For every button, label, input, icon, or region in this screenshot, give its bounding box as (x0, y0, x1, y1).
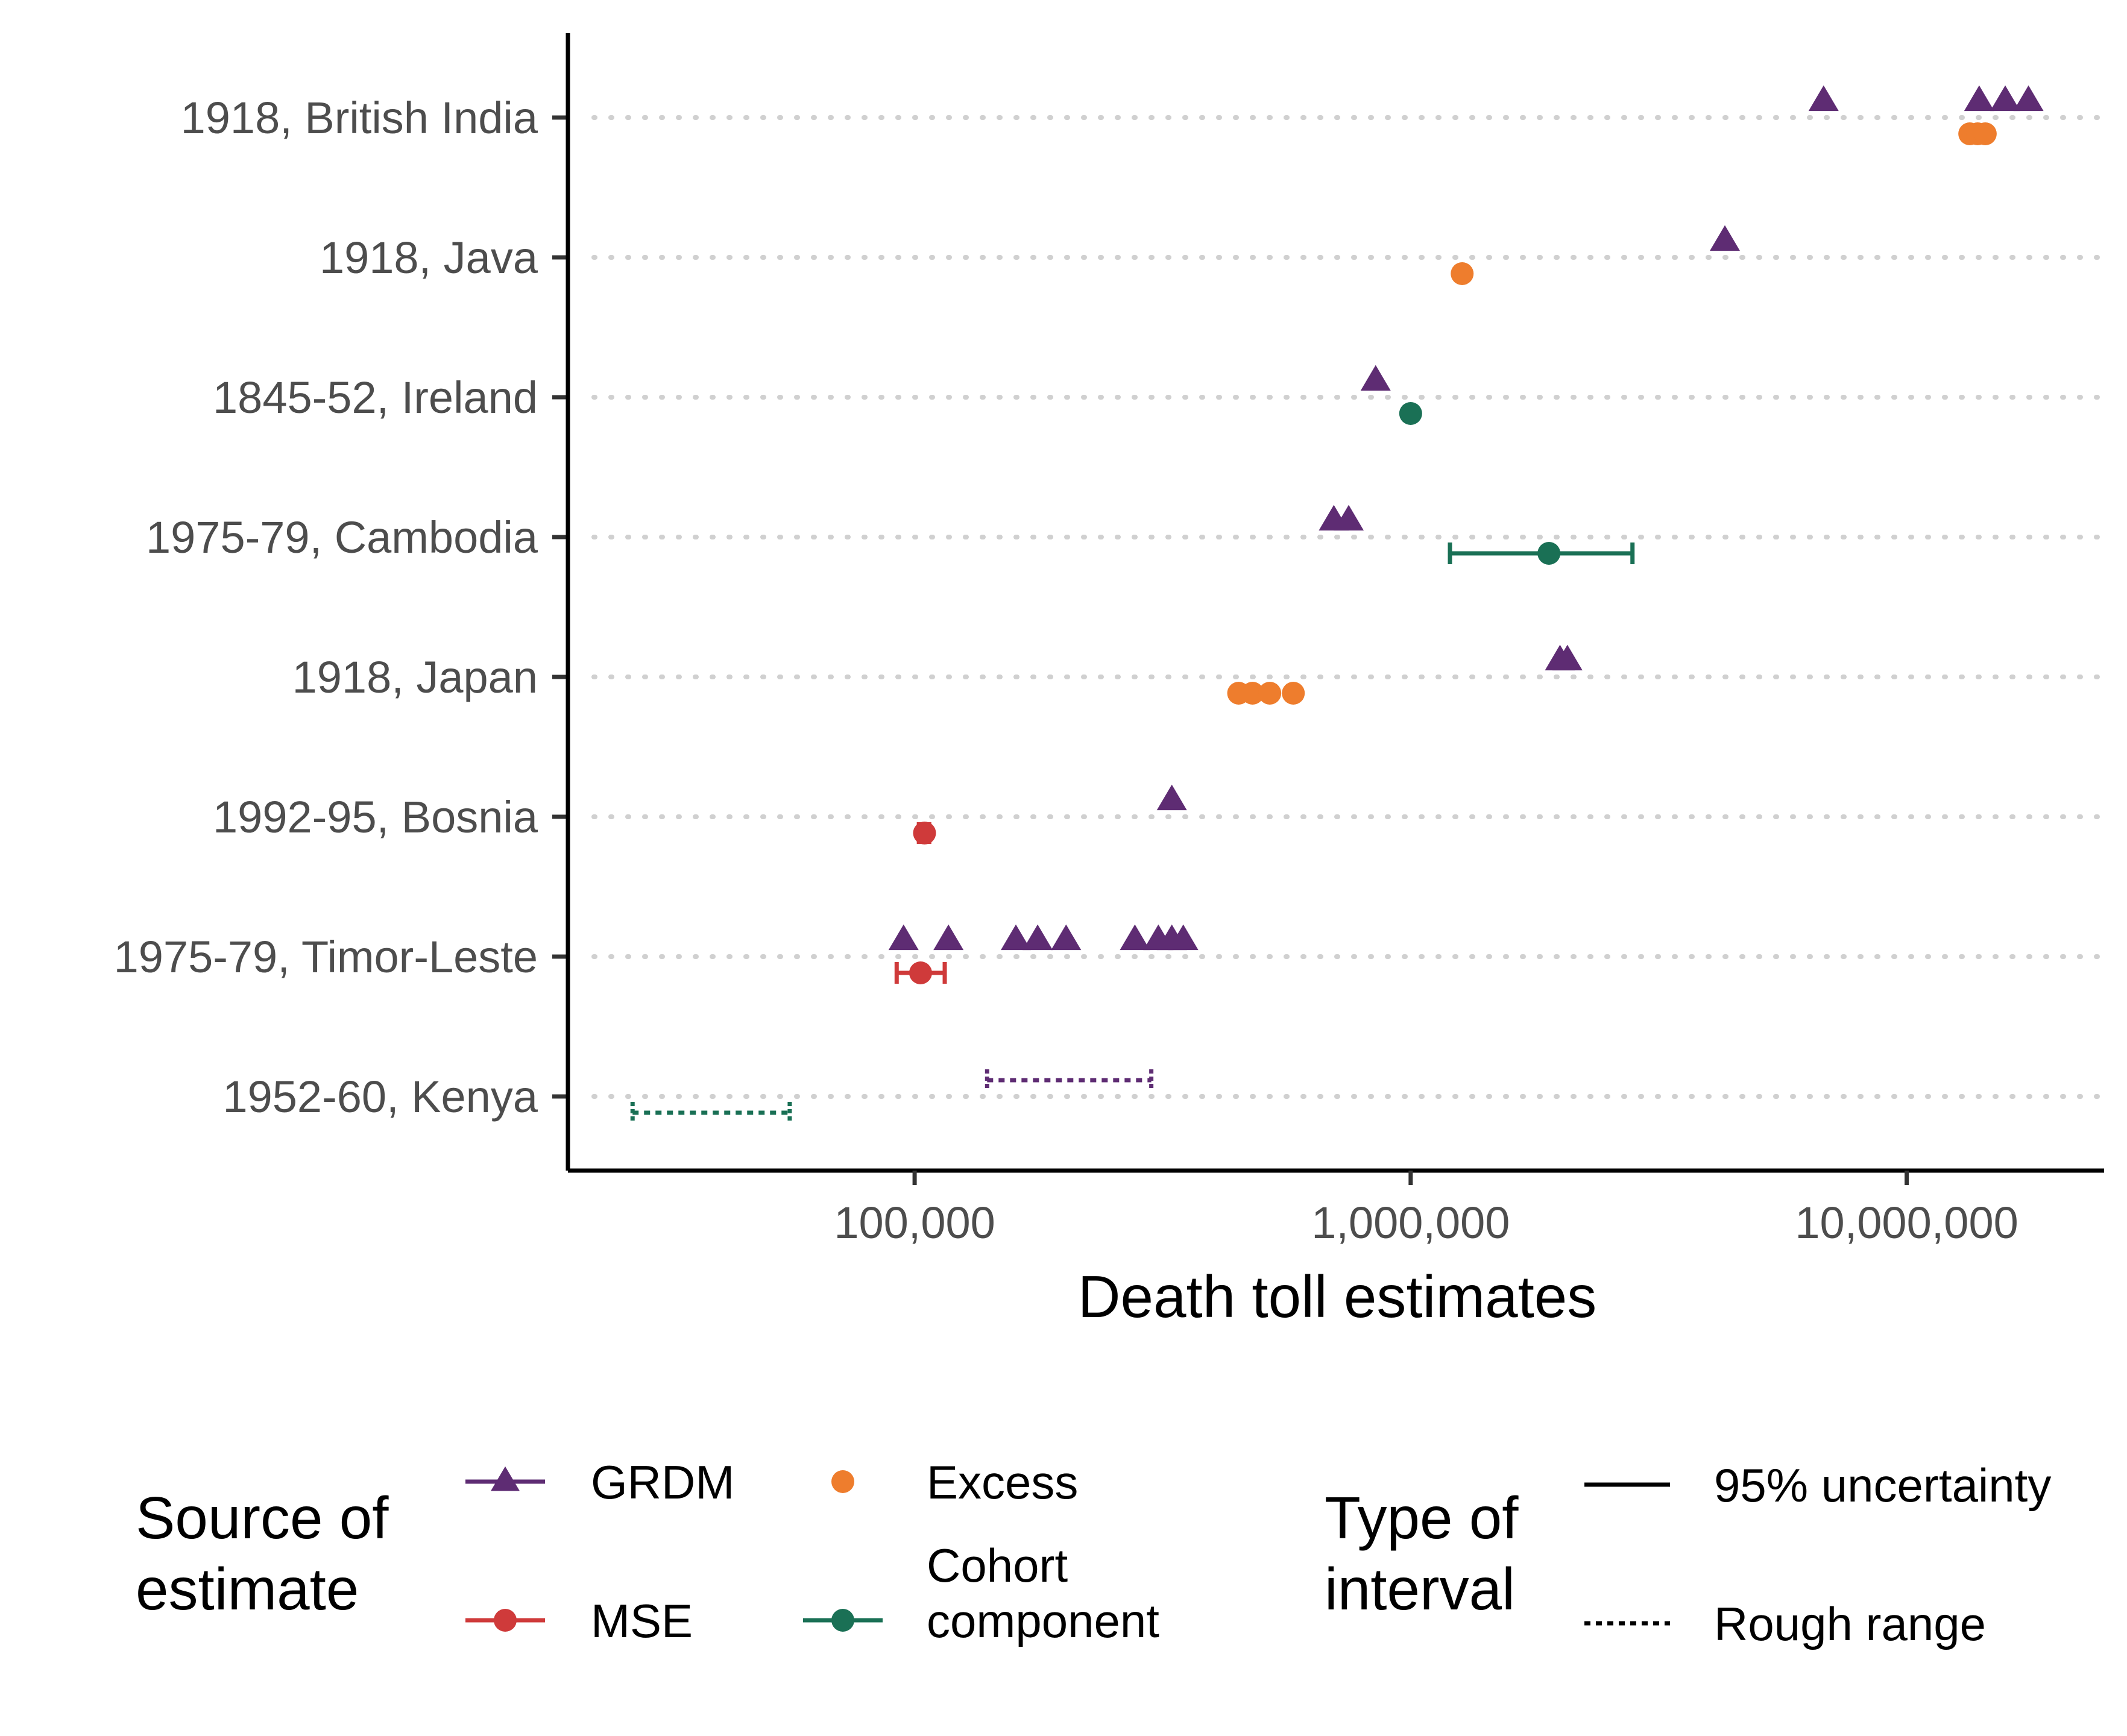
point-grdm-1845-52-ireland-5 (1360, 365, 1391, 391)
y-tick-label-1845-52-ireland: 1845-52, Ireland (213, 373, 538, 423)
point-grdm-1975-79-cambodia-7 (1334, 505, 1364, 531)
y-tick-label-1918-java: 1918, Java (320, 233, 538, 283)
legend-label-rough-range: Rough range (1714, 1597, 1986, 1650)
legend-key-grdm (465, 1466, 545, 1491)
legend-key-circle (831, 1470, 854, 1493)
point-mse-1975-79-timor-leste-1 (909, 961, 932, 984)
legend: Source of estimate GRDM Excess MSE Cohort comp… (136, 1456, 2051, 1650)
legend-key-triangle (491, 1466, 520, 1491)
legend-key-circle (494, 1609, 517, 1632)
legend-label-excess: Excess (927, 1456, 1078, 1509)
x-axis-title: Death toll estimates (1078, 1263, 1597, 1330)
data-markers (888, 85, 2044, 984)
point-grdm-1975-79-timor-leste-19 (1168, 924, 1199, 951)
point-grdm-1975-79-timor-leste-15 (1051, 924, 1082, 951)
point-grdm-1918-british-india-2 (1990, 85, 2021, 112)
y-tick-label-1975-79-cambodia: 1975-79, Cambodia (146, 512, 538, 562)
point-grdm-1975-79-timor-leste-14 (1023, 924, 1053, 951)
x-tick-label-100000: 100,000 (834, 1198, 995, 1248)
point-grdm-1975-79-timor-leste-12 (933, 924, 964, 951)
point-excess-1918-british-india-2 (1973, 122, 1997, 145)
y-tick-label-1975-79-timor-leste: 1975-79, Timor-Leste (114, 932, 538, 982)
y-tick-label-1918-british-india: 1918, British India (181, 93, 538, 143)
point-mse-1992-95-bosnia-0 (913, 822, 936, 844)
legend-label-95-uncertainty: 95% uncertainty (1714, 1459, 2051, 1512)
interval-cohort-component-1952-60-kenya (630, 1102, 792, 1124)
interval-bars (630, 542, 1635, 1124)
point-grdm-1975-79-timor-leste-13 (1001, 924, 1032, 951)
interval-grdm-1952-60-kenya (985, 1069, 1154, 1091)
legend-key-excess (831, 1470, 854, 1493)
point-cohort-component-1975-79-cambodia-1 (1537, 542, 1561, 565)
point-excess-1918-japan-6 (1258, 682, 1282, 705)
legend-label-mse: MSE (591, 1594, 693, 1647)
x-axis: 100,000 1,000,000 10,000,000 (568, 1168, 2104, 1248)
point-grdm-1918-japan-9 (1552, 644, 1583, 671)
legend-label-cohort-component: Cohort component (927, 1539, 1159, 1647)
point-grdm-1918-british-india-0 (1808, 85, 1839, 112)
x-tick-label-10000000: 10,000,000 (1795, 1198, 2018, 1248)
point-cohort-component-1845-52-ireland-0 (1399, 402, 1422, 425)
legend-source-title: Source of estimate (136, 1485, 389, 1622)
point-excess-1918-java-3 (1451, 262, 1474, 285)
gridlines (591, 115, 2107, 1099)
y-axis: 1918, British India 1918, Java 1845-52, Ir… (114, 33, 570, 1171)
legend-key-mse (465, 1609, 545, 1632)
legend-key-cohort-component (803, 1609, 883, 1632)
y-tick-label-1992-95-bosnia: 1992-95, Bosnia (213, 792, 538, 842)
point-grdm-1918-java-4 (1710, 225, 1741, 251)
y-tick-label-1918-japan: 1918, Japan (292, 652, 538, 702)
point-grdm-1918-british-india-3 (2013, 85, 2044, 112)
point-excess-1918-japan-7 (1282, 682, 1305, 705)
point-grdm-1992-95-bosnia-10 (1156, 784, 1187, 811)
point-excess-1918-japan-5 (1241, 682, 1264, 705)
legend-label-grdm: GRDM (591, 1456, 734, 1509)
legend-interval-title: Type of interval (1325, 1485, 1519, 1622)
point-grdm-1975-79-timor-leste-16 (1120, 924, 1150, 951)
y-tick-label-1952-60-kenya: 1952-60, Kenya (222, 1072, 538, 1122)
legend-key-circle (831, 1609, 854, 1632)
x-tick-label-1000000: 1,000,000 (1311, 1198, 1510, 1248)
point-grdm-1918-british-india-1 (1964, 85, 1994, 112)
point-grdm-1975-79-timor-leste-11 (888, 924, 919, 951)
